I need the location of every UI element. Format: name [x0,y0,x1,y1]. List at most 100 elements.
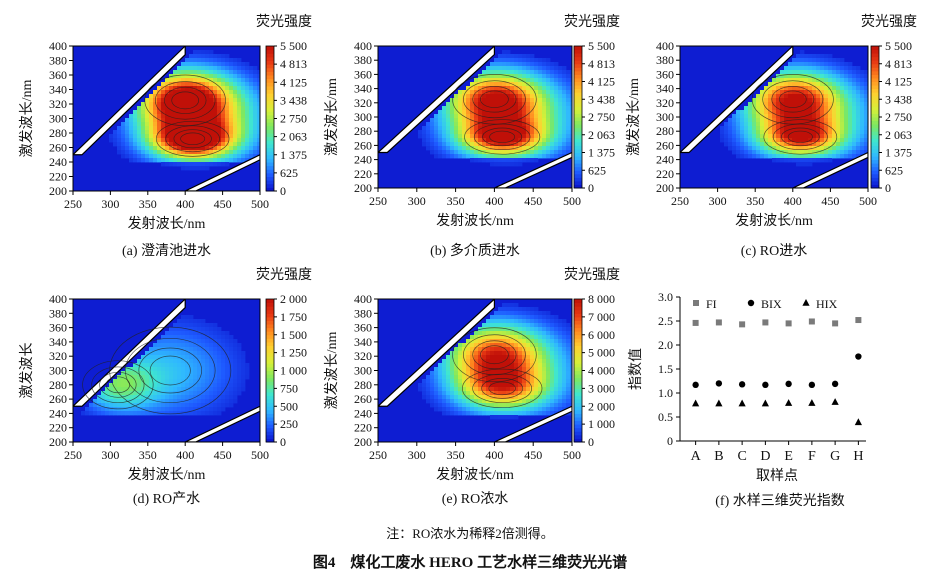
heatmap-cell [209,142,214,147]
heatmap-cell [189,66,194,71]
heatmap-cell [764,94,769,99]
heatmap-cell [514,327,519,332]
heatmap-cell [225,94,230,99]
heatmap-cell [816,98,821,103]
heatmap-cell [784,70,789,75]
heatmap-cell [558,367,563,372]
heatmap-cell [518,94,523,99]
heatmap-cell [197,118,202,123]
heatmap-cell [185,106,190,111]
heatmap-cell [518,407,523,412]
heatmap-cell [197,54,202,59]
heatmap-cell [502,134,507,139]
heatmap-cell [740,118,745,123]
heatmap-cell [780,90,785,95]
heatmap-cell [506,158,511,163]
heatmap-cell [860,106,865,111]
heatmap-cell [482,339,487,344]
heatmap-cell [189,379,194,384]
heatmap-cell [225,379,230,384]
heatmap-cell [490,391,495,396]
heatmap-cell [478,146,483,151]
heatmap-cell [233,154,238,159]
heatmap-cell [241,355,246,360]
heatmap-cell [185,74,190,79]
heatmap-cell [482,158,487,163]
heatmap-cell [157,114,162,119]
heatmap-cell [860,102,865,107]
heatmap-cell [237,371,242,376]
heatmap-cell [418,383,423,388]
heatmap-cell [450,403,455,408]
heatmap-cell [173,371,178,376]
heatmap-cell [213,391,218,396]
heatmap-cell [514,311,519,316]
heatmap-cell [494,154,499,159]
heatmap-cell [241,142,246,147]
colorbar-segment [871,60,879,65]
heatmap-cell [237,351,242,356]
heatmap-cell [241,158,246,163]
heatmap-cell [209,327,214,332]
heatmap-cell [181,146,186,151]
heatmap-cell [748,150,753,155]
heatmap-cell [494,351,499,356]
heatmap-cell [205,383,210,388]
heatmap-cell [832,70,837,75]
heatmap-cell [217,98,222,103]
heatmap-cell [844,146,849,151]
colorbar-segment [266,165,274,170]
heatmap-cell [161,150,166,155]
x-tick-label: 350 [746,194,764,208]
heatmap-cell [860,70,865,75]
heatmap-cell [784,126,789,131]
heatmap-cell [550,367,555,372]
heatmap-cell [193,319,198,324]
heatmap-cell [494,395,499,400]
heatmap-cell [546,311,551,316]
heatmap-cell [438,383,443,388]
heatmap-cell [193,162,198,167]
y-tick-label: 340 [656,82,674,96]
colorbar-segment [266,359,274,364]
heatmap-cell [820,126,825,131]
heatmap-cell [157,355,162,360]
heatmap-cell [121,403,126,408]
y-tick-label: 320 [656,96,674,110]
heatmap-cell [776,102,781,107]
heatmap-cell [562,66,567,71]
heatmap-cell [470,98,475,103]
heatmap-cell [209,78,214,83]
colorbar-tick-label: 4 125 [280,75,307,89]
heatmap-cell [836,78,841,83]
heatmap-cell [185,375,190,380]
heatmap-cell [570,114,572,119]
heatmap-cell [562,331,567,336]
heatmap-cell [546,102,551,107]
heatmap-cell [205,50,210,55]
heatmap-cell [466,114,471,119]
heatmap-cell [530,142,535,147]
heatmap-cell [530,347,535,352]
heatmap-cell [454,411,459,416]
heatmap-cell [724,122,729,127]
heatmap-cell [740,134,745,139]
heatmap-cell [161,399,166,404]
heatmap-cell [197,323,202,328]
heatmap-cell [217,363,222,368]
heatmap-cell [554,90,559,95]
heatmap-cell [502,66,507,71]
heatmap-cell [245,106,250,111]
heatmap-cell [752,126,757,131]
heatmap-cell [808,130,813,135]
heatmap-cell [856,102,861,107]
heatmap-cell [804,58,809,63]
heatmap-cell [554,315,559,320]
heatmap-cell [129,375,134,380]
heatmap-cell [502,307,507,312]
x-axis-label: 发射波长/nm [128,467,206,483]
heatmap-cell [466,146,471,151]
heatmap-cell [486,387,491,392]
heatmap-cell [233,106,238,111]
heatmap-cell [808,86,813,91]
